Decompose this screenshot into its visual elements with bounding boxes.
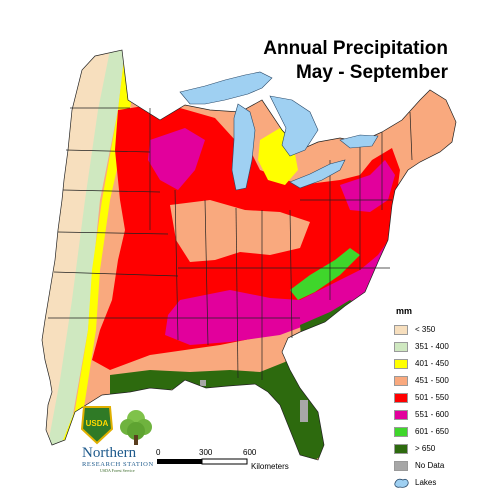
legend-label: 501 - 550 <box>415 393 449 402</box>
scale-tick: 300 <box>199 448 213 457</box>
legend-item: 501 - 550 <box>394 389 498 406</box>
zone-551-600-upper-midwest <box>148 128 205 190</box>
legend-item: 451 - 500 <box>394 372 498 389</box>
legend-item: 351 - 400 <box>394 338 498 355</box>
legend-swatch <box>394 324 408 335</box>
legend-units: mm <box>396 306 413 316</box>
legend-label: < 350 <box>415 325 436 334</box>
legend-item-lakes: Lakes <box>394 474 498 491</box>
legend-label: 351 - 400 <box>415 342 449 351</box>
zone-401-450-west <box>55 50 135 460</box>
state-boundaries <box>41 49 457 461</box>
legend-label: 551 - 600 <box>415 410 449 419</box>
legend-item: No Data <box>394 457 498 474</box>
usda-shield-icon: USDA <box>80 406 114 445</box>
zone-no-data <box>200 380 206 386</box>
legend-item: < 350 <box>394 321 498 338</box>
lake-ontario <box>339 134 379 149</box>
scale-bar: 0 300 600 Kilometers <box>156 448 336 478</box>
legend-label: 451 - 500 <box>415 376 449 385</box>
zone-gt-650 <box>110 340 330 460</box>
map-title: Annual Precipitation <box>263 38 448 59</box>
zone-601-650 <box>290 248 360 300</box>
legend-label: No Data <box>415 461 445 470</box>
agency-name-block: Northern RESEARCH STATION USDA Forest Se… <box>82 445 154 474</box>
agency-logos: USDA <box>80 406 152 445</box>
legend: mm < 350 351 - 400 401 - 450 451 - 500 501 -… <box>394 306 498 491</box>
zone-no-data <box>300 400 308 422</box>
great-lakes <box>179 71 379 191</box>
legend-swatch <box>394 426 408 437</box>
legend-label: 601 - 650 <box>415 427 449 436</box>
map-subtitle: May - September <box>295 62 448 83</box>
lake-superior <box>179 71 273 105</box>
agency-station: RESEARCH STATION <box>82 461 154 468</box>
legend-items: < 350 351 - 400 401 - 450 451 - 500 501 - 55… <box>394 321 498 474</box>
legend-label: 401 - 450 <box>415 359 449 368</box>
zone-551-600-northeast <box>340 160 395 212</box>
legend-label: Lakes <box>415 478 437 487</box>
legend-swatch <box>394 392 408 403</box>
scale-unit: Kilometers <box>251 462 289 471</box>
legend-swatch <box>394 375 408 386</box>
legend-swatch <box>394 341 408 352</box>
legend-item: 401 - 450 <box>394 355 498 372</box>
usda-shield-text: USDA <box>86 419 109 428</box>
lake-michigan <box>231 103 256 191</box>
legend-label: > 650 <box>415 444 436 453</box>
scale-tick: 0 <box>156 448 161 457</box>
legend-swatch <box>394 409 408 420</box>
legend-swatch <box>394 358 408 369</box>
legend-item: > 650 <box>394 440 498 457</box>
lake-huron <box>269 95 319 157</box>
lakes-icon <box>394 478 409 488</box>
legend-item: 601 - 650 <box>394 423 498 440</box>
legend-swatch <box>394 460 408 471</box>
agency-service: USDA Forest Service <box>100 468 135 473</box>
zone-351-400 <box>45 50 125 460</box>
scale-tick: 600 <box>243 448 257 457</box>
lake-erie <box>289 159 346 189</box>
tree-icon <box>120 410 152 445</box>
legend-swatch <box>394 443 408 454</box>
legend-item: 551 - 600 <box>394 406 498 423</box>
agency-name: Northern <box>82 445 137 461</box>
scale-bar-graphic <box>157 458 248 465</box>
zone-551-600-south <box>165 235 396 345</box>
